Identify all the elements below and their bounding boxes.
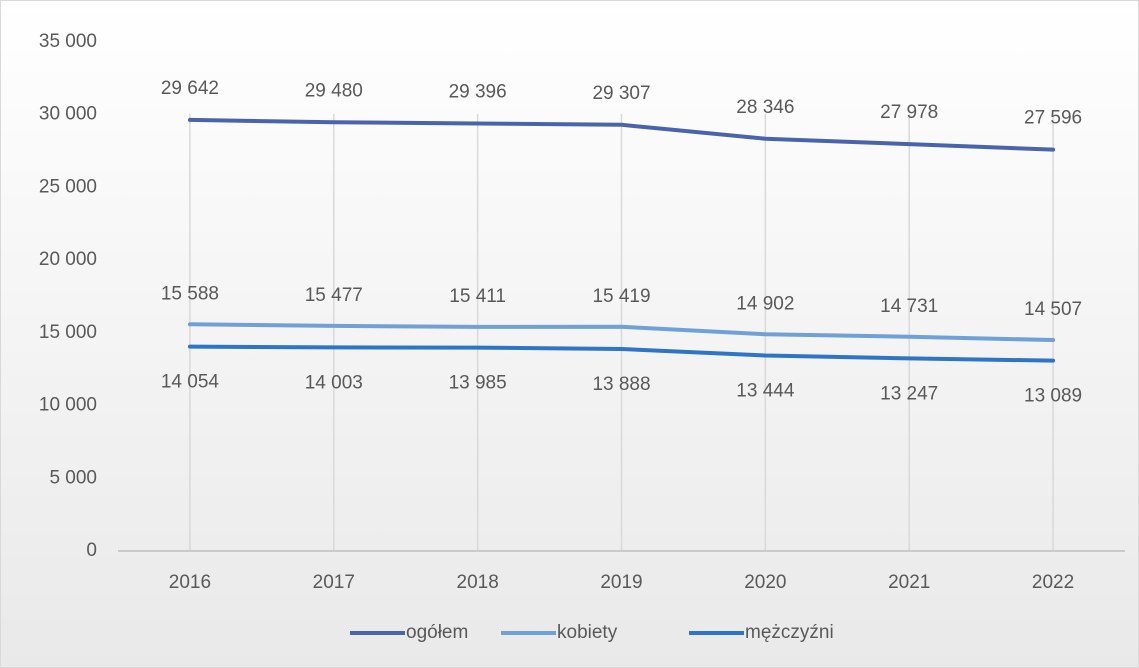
data-label: 15 411 xyxy=(449,286,506,307)
data-label: 27 596 xyxy=(1024,108,1082,129)
y-tick-label: 35 000 xyxy=(39,31,97,52)
x-tick-label: 2022 xyxy=(1032,572,1074,593)
y-tick-label: 0 xyxy=(86,540,97,561)
y-tick-label: 25 000 xyxy=(39,176,97,197)
data-label: 13 888 xyxy=(592,374,650,395)
data-label: 15 588 xyxy=(161,283,219,304)
data-label: 29 396 xyxy=(449,82,507,103)
data-label: 29 480 xyxy=(305,80,363,101)
x-tick-label: 2018 xyxy=(457,572,499,593)
data-label: 14 003 xyxy=(305,372,363,393)
data-label: 14 054 xyxy=(161,372,220,393)
y-tick-label: 15 000 xyxy=(39,322,97,343)
data-label: 13 089 xyxy=(1024,386,1082,407)
y-tick-label: 20 000 xyxy=(39,249,97,270)
x-tick-label: 2016 xyxy=(169,572,211,593)
data-label: 13 247 xyxy=(880,383,938,404)
data-label: 29 307 xyxy=(592,83,650,104)
series-line xyxy=(187,117,1056,152)
legend-label: ogółem xyxy=(406,622,468,643)
data-label: 28 346 xyxy=(736,97,794,118)
data-label: 15 419 xyxy=(592,286,650,307)
y-tick-label: 5 000 xyxy=(49,467,97,488)
y-tick-label: 10 000 xyxy=(39,395,97,416)
data-label: 29 642 xyxy=(161,78,219,99)
x-tick-label: 2017 xyxy=(313,572,355,593)
legend-label: kobiety xyxy=(557,622,618,643)
x-tick-label: 2021 xyxy=(888,572,930,593)
data-label: 15 477 xyxy=(305,285,363,306)
x-tick-label: 2019 xyxy=(600,572,642,593)
data-label: 13 444 xyxy=(736,381,795,402)
data-label: 27 978 xyxy=(880,102,938,123)
data-label: 14 731 xyxy=(880,296,938,317)
legend-label: mężczyźni xyxy=(745,622,834,643)
y-tick-label: 30 000 xyxy=(39,104,97,125)
series-line xyxy=(187,322,1056,343)
x-tick-label: 2020 xyxy=(744,572,786,593)
data-label: 14 902 xyxy=(736,293,794,314)
data-label: 14 507 xyxy=(1024,299,1082,320)
series-line xyxy=(187,344,1056,363)
data-label: 13 985 xyxy=(449,373,507,394)
